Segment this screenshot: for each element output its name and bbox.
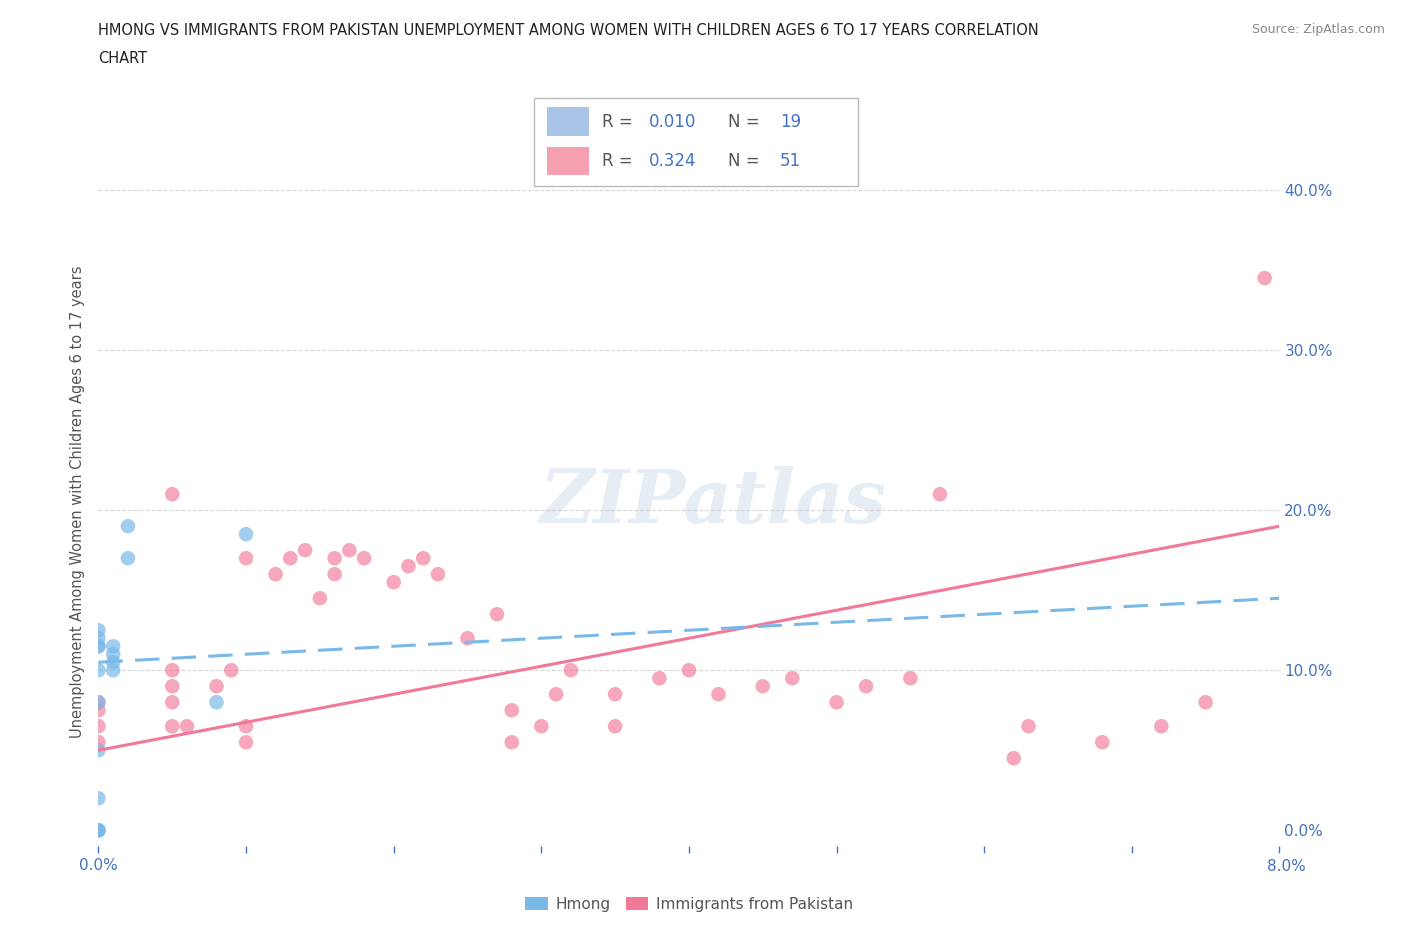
Point [235, 551, 257, 565]
Point [382, 575, 405, 590]
Legend: Hmong, Immigrants from Pakistan: Hmong, Immigrants from Pakistan [519, 891, 859, 918]
Point [87, 823, 110, 838]
Point [605, 687, 627, 702]
Point [1254, 271, 1277, 286]
Point [426, 566, 449, 581]
Point [162, 486, 183, 501]
Point [162, 719, 183, 734]
Point [294, 543, 316, 558]
Point [825, 695, 848, 710]
Text: N =: N = [728, 113, 765, 130]
Point [87, 823, 110, 838]
Y-axis label: Unemployment Among Women with Children Ages 6 to 17 years: Unemployment Among Women with Children A… [70, 266, 86, 738]
Point [87, 639, 110, 654]
Point [1091, 735, 1114, 750]
Text: Source: ZipAtlas.com: Source: ZipAtlas.com [1251, 23, 1385, 36]
Point [235, 526, 257, 541]
Point [87, 639, 110, 654]
Text: HMONG VS IMMIGRANTS FROM PAKISTAN UNEMPLOYMENT AMONG WOMEN WITH CHILDREN AGES 6 : HMONG VS IMMIGRANTS FROM PAKISTAN UNEMPL… [98, 23, 1039, 38]
Point [264, 566, 287, 581]
Point [219, 663, 242, 678]
Bar [547, 147, 589, 176]
Point [1002, 751, 1025, 765]
Point [456, 631, 478, 645]
Point [162, 695, 183, 710]
Point [900, 671, 922, 685]
Point [205, 695, 228, 710]
Point [235, 735, 257, 750]
Point [678, 663, 700, 678]
Point [485, 606, 508, 621]
Point [87, 703, 110, 718]
Point [87, 823, 110, 838]
Text: CHART: CHART [98, 51, 148, 66]
Text: R =: R = [602, 113, 638, 130]
Point [87, 695, 110, 710]
Point [337, 543, 360, 558]
Point [117, 551, 139, 565]
Point [87, 735, 110, 750]
Point [87, 790, 110, 805]
Point [87, 695, 110, 710]
Point [928, 486, 950, 501]
Point [103, 639, 125, 654]
Point [176, 719, 198, 734]
Text: ZIPatlas: ZIPatlas [538, 466, 886, 538]
Point [323, 566, 346, 581]
Point [103, 663, 125, 678]
Point [87, 719, 110, 734]
Text: 0.010: 0.010 [650, 113, 696, 130]
Point [117, 519, 139, 534]
Point [648, 671, 671, 685]
Point [87, 623, 110, 638]
Text: N =: N = [728, 153, 765, 170]
Point [546, 687, 568, 702]
Point [87, 743, 110, 758]
Text: 8.0%: 8.0% [1267, 859, 1306, 874]
Point [103, 655, 125, 670]
Point [707, 687, 730, 702]
Point [87, 663, 110, 678]
Text: 19: 19 [780, 113, 801, 130]
Point [1150, 719, 1173, 734]
Point [103, 646, 125, 661]
Point [162, 663, 183, 678]
Text: 0.324: 0.324 [650, 153, 696, 170]
Point [1017, 719, 1039, 734]
Point [782, 671, 804, 685]
Bar [547, 107, 589, 136]
Point [530, 719, 553, 734]
Point [205, 679, 228, 694]
Point [560, 663, 582, 678]
Point [235, 719, 257, 734]
Text: R =: R = [602, 153, 638, 170]
Point [751, 679, 773, 694]
Point [87, 631, 110, 645]
Point [501, 735, 523, 750]
Point [278, 551, 302, 565]
Point [353, 551, 375, 565]
Point [501, 703, 523, 718]
Point [396, 559, 419, 574]
Point [1194, 695, 1216, 710]
Point [162, 679, 183, 694]
Point [323, 551, 346, 565]
Point [605, 719, 627, 734]
Point [412, 551, 434, 565]
Point [308, 591, 332, 605]
Text: 51: 51 [780, 153, 801, 170]
Point [855, 679, 877, 694]
FancyBboxPatch shape [534, 98, 858, 186]
